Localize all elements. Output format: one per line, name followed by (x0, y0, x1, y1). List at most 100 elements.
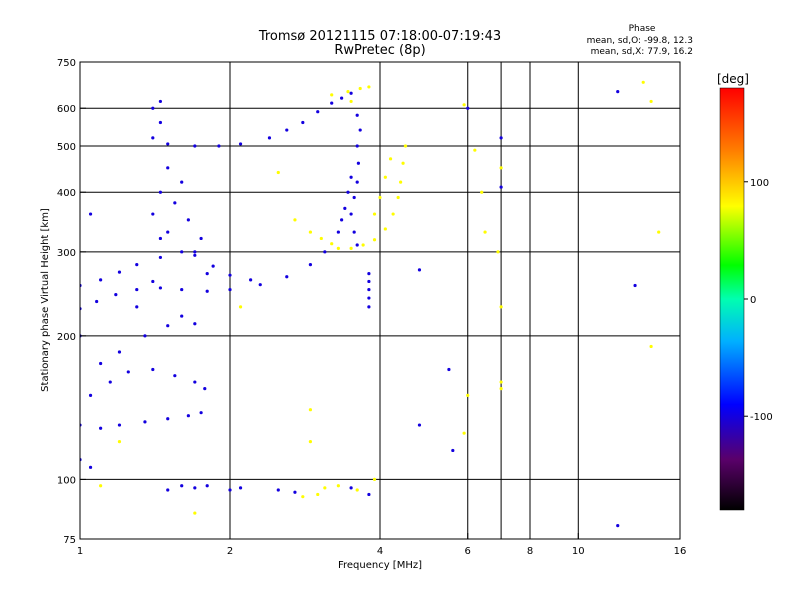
data-point-X (293, 218, 297, 222)
stats-line-o: mean, sd,O: -99.8, 12.3 (587, 36, 693, 46)
data-point-O (117, 350, 122, 354)
data-point-O (88, 393, 93, 398)
data-point-O (355, 180, 359, 184)
data-point-O (267, 136, 272, 140)
data-point-X (330, 93, 334, 97)
data-point-O (151, 106, 155, 110)
data-point-O (166, 166, 170, 170)
data-point-O (180, 180, 184, 184)
data-point-O (343, 206, 347, 210)
data-point-O (616, 90, 620, 94)
x-tick-label: 16 (674, 546, 687, 557)
data-point-X (483, 230, 487, 234)
data-point-O (117, 270, 122, 274)
data-point-O (205, 484, 209, 488)
colorbar (719, 87, 745, 511)
x-axis-label: Frequency [MHz] (338, 560, 422, 571)
data-point-O (193, 486, 197, 490)
data-point-X (462, 431, 466, 435)
data-point-O (135, 287, 139, 292)
data-point-X (388, 157, 393, 161)
data-point-O (158, 190, 163, 194)
data-point-O (99, 278, 103, 282)
data-point-X (193, 511, 197, 515)
data-point-O (217, 144, 221, 148)
data-point-O (135, 305, 139, 309)
data-point-X (276, 170, 280, 175)
data-point-O (193, 322, 197, 326)
data-point-O (88, 212, 93, 216)
data-point-X (473, 148, 477, 152)
data-point-O (180, 287, 184, 292)
data-point-X (238, 305, 243, 309)
data-point-O (417, 268, 422, 272)
data-point-O (228, 273, 232, 277)
data-point-O (616, 524, 620, 528)
data-point-O (158, 120, 163, 125)
data-point-O (186, 414, 190, 418)
data-point-O (293, 490, 297, 494)
data-point-O (193, 253, 197, 257)
data-point-X (355, 488, 359, 492)
x-tick-label: 10 (572, 546, 585, 557)
data-point-O (108, 380, 112, 384)
x-tick-label: 8 (527, 546, 533, 557)
data-point-X (316, 492, 320, 497)
data-point-X (319, 236, 323, 241)
data-point-O (95, 299, 99, 304)
data-point-O (349, 212, 353, 216)
data-point-O (158, 255, 163, 260)
data-point-X (349, 246, 353, 250)
axis-ticks: 1 2 4 6 8 10 16 75 100 200 300 400 500 600 750 (57, 58, 686, 557)
data-point-O (88, 465, 93, 469)
data-point-X (372, 477, 377, 482)
data-point-X (378, 195, 382, 200)
data-point-O (205, 272, 209, 276)
data-point-X (649, 344, 653, 349)
data-point-X (499, 166, 503, 170)
colorbar-ticks: 100 0 -100 (744, 178, 773, 423)
data-point-X (372, 238, 377, 242)
data-point-O (151, 279, 155, 284)
data-point-O (166, 324, 170, 328)
data-point-O (352, 230, 356, 234)
data-point-O (258, 283, 262, 287)
data-point-O (151, 367, 155, 372)
data-point-O (340, 96, 344, 100)
data-point-O (199, 411, 203, 415)
chart-title: Tromsø 20121115 07:18:00-07:19:43 (258, 29, 501, 44)
colorbar-tick-label: -100 (750, 412, 773, 423)
grid-lines (80, 62, 680, 539)
data-point-O (340, 218, 344, 222)
data-point-X (396, 195, 400, 200)
data-point-O (117, 423, 122, 427)
data-point-O (451, 448, 455, 453)
stats-heading: Phase (629, 24, 656, 34)
data-point-O (158, 236, 163, 241)
data-point-O (358, 128, 362, 132)
data-point-O (173, 201, 177, 205)
data-point-O (349, 175, 353, 179)
data-point-O (285, 275, 289, 279)
data-point-O (367, 492, 371, 497)
data-point-X (401, 161, 405, 165)
y-axis-label: Stationary phase Virtual Height [km] (40, 208, 51, 392)
data-point-X (462, 103, 466, 107)
data-point-O (173, 374, 177, 378)
data-point-O (193, 144, 197, 148)
data-point-O (367, 272, 371, 276)
data-point-O (355, 144, 359, 148)
y-tick-label: 400 (57, 188, 76, 199)
data-point-O (323, 250, 327, 254)
data-point-O (228, 488, 232, 492)
data-point-X (383, 227, 387, 231)
data-point-O (499, 185, 503, 189)
data-point-O (114, 293, 118, 297)
data-point-X (496, 250, 500, 254)
data-point-O (349, 486, 353, 490)
data-point-X (657, 230, 661, 234)
data-point-O (199, 236, 203, 241)
data-point-X (358, 86, 362, 91)
data-point-X (383, 175, 387, 179)
data-point-X (649, 99, 653, 104)
